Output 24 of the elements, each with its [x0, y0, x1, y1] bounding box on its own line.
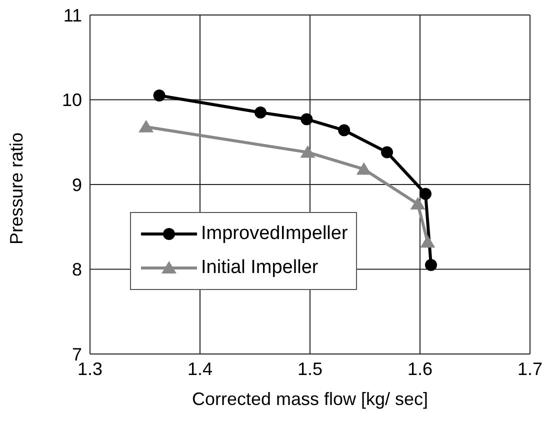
point	[420, 235, 436, 248]
y-tick-label: 11	[63, 5, 82, 26]
y-tick-label: 10	[62, 90, 82, 110]
point	[153, 90, 166, 102]
point	[420, 188, 432, 200]
x-axis-title: Corrected mass flow [kg/ sec]	[192, 389, 428, 409]
point	[381, 146, 393, 158]
y-tick-label: 9	[72, 174, 82, 195]
y-tick-label: 8	[72, 260, 82, 280]
point	[300, 145, 316, 158]
point	[410, 196, 426, 210]
x-tick-label: 1.6	[407, 358, 433, 379]
x-tick-label: 1.7	[517, 358, 543, 379]
legend-label: Initial Impeller	[201, 257, 318, 279]
legend-label: ImprovedImpeller	[201, 223, 348, 245]
point	[425, 259, 437, 272]
point	[254, 106, 266, 118]
x-tick-label: 1.4	[187, 358, 213, 379]
point	[356, 162, 372, 175]
point	[338, 124, 350, 136]
point	[138, 120, 154, 132]
x-tick-label: 1.5	[297, 358, 323, 379]
point	[300, 113, 313, 126]
y-axis-title: Pressure ratio	[6, 132, 26, 244]
